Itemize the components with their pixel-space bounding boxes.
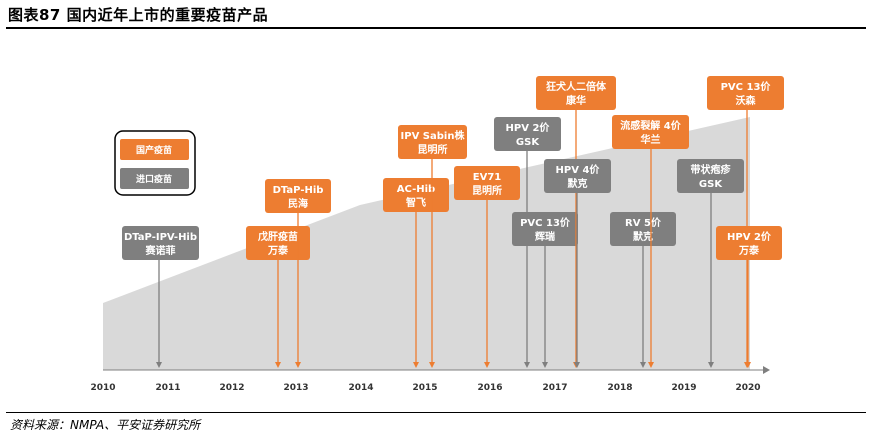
year-label-2015: 2015 (412, 383, 437, 393)
product-box (707, 76, 784, 110)
year-label-2013: 2013 (283, 383, 308, 393)
product-arrowhead (295, 362, 301, 368)
legend-imported-label: 进口疫苗 (136, 173, 172, 185)
timeline-axis-arrowhead (763, 366, 770, 374)
product-box (398, 125, 467, 159)
source-rule (6, 412, 866, 413)
product-box (122, 226, 199, 260)
legend-domestic-label: 国产疫苗 (136, 144, 172, 156)
product-name: 流感裂解 4价 (620, 119, 681, 132)
source-note: 资料来源：NMPA、平安证券研究所 (10, 418, 201, 432)
product-maker: 沃森 (736, 94, 757, 107)
product-arrowhead (745, 362, 751, 368)
figure-title: 图表87 国内近年上市的重要疫苗产品 (8, 6, 269, 24)
product-maker: 万泰 (738, 244, 760, 257)
year-label-2014: 2014 (348, 383, 373, 393)
year-label-2011: 2011 (155, 383, 180, 393)
product-box (612, 115, 689, 149)
year-label-2019: 2019 (671, 383, 696, 393)
product-box (536, 76, 616, 110)
product-maker: 万泰 (267, 244, 289, 257)
product-name: PVC 13价 (721, 81, 772, 93)
product-name: EV71 (473, 172, 502, 183)
product-arrowhead (484, 362, 490, 368)
title-rule (6, 27, 866, 29)
legend: 国产疫苗 进口疫苗 (114, 130, 196, 196)
product-box (265, 179, 331, 213)
product-name: HPV 2价 (506, 122, 551, 134)
product-maker: 华兰 (641, 133, 661, 146)
product-name: IPV Sabin株 (401, 129, 466, 142)
product-arrowhead (524, 362, 530, 368)
year-label-2012: 2012 (219, 383, 244, 393)
product-marker: 带状疱疹 GSK (677, 159, 744, 368)
product-arrowhead (429, 362, 435, 368)
year-label-2020: 2020 (735, 383, 760, 393)
product-box (454, 166, 520, 200)
product-maker: 昆明所 (472, 184, 502, 197)
product-name: AC-Hib (397, 184, 435, 195)
product-box (610, 212, 676, 246)
product-arrowhead (648, 362, 654, 368)
product-arrowhead (542, 362, 548, 368)
product-box (544, 159, 611, 193)
product-box (677, 159, 744, 193)
product-maker: 赛诺菲 (145, 244, 176, 257)
product-maker: 智飞 (406, 196, 426, 209)
product-maker: 民海 (288, 197, 308, 210)
product-arrowhead (156, 362, 162, 368)
product-marker: HPV 2价 GSK (494, 117, 561, 368)
product-name: 戊肝疫苗 (257, 230, 298, 243)
product-maker: 默克 (568, 177, 588, 190)
year-label-2017: 2017 (542, 383, 567, 393)
year-label-2018: 2018 (607, 383, 632, 393)
product-box (512, 212, 578, 246)
product-arrowhead (275, 362, 281, 368)
product-arrowhead (574, 362, 580, 368)
product-arrowhead (413, 362, 419, 368)
product-name: 狂犬人二倍体 (546, 80, 607, 93)
product-name: 带状疱疹 (691, 163, 732, 176)
legend-domestic-swatch (120, 139, 189, 160)
product-box (716, 226, 782, 260)
legend-imported-swatch (120, 168, 189, 189)
product-maker: 默克 (633, 230, 653, 243)
product-markers: DTaP-IPV-Hib赛诺菲戊肝疫苗万泰DTaP-Hib民海AC-Hib智飞I… (122, 76, 784, 368)
product-arrowhead (708, 362, 714, 368)
product-name: HPV 4价 (556, 164, 601, 176)
product-name: PVC 13价 (520, 217, 571, 229)
product-name: RV 5价 (625, 217, 662, 229)
year-labels: 2010 2011 2012 2013 2014 2015 2016 2017 … (90, 383, 760, 393)
product-name: DTaP-Hib (273, 185, 324, 196)
year-label-2010: 2010 (90, 383, 115, 393)
product-arrowhead (640, 362, 646, 368)
product-maker: 辉瑞 (535, 230, 555, 243)
product-name: DTaP-IPV-Hib (124, 232, 197, 243)
product-box (494, 117, 561, 151)
product-maker: GSK (516, 137, 540, 148)
product-maker: 昆明所 (418, 143, 448, 156)
product-name: HPV 2价 (727, 231, 772, 243)
product-maker: GSK (699, 179, 723, 190)
product-maker: 康华 (566, 94, 586, 107)
year-label-2016: 2016 (477, 383, 502, 393)
product-box (246, 226, 310, 260)
